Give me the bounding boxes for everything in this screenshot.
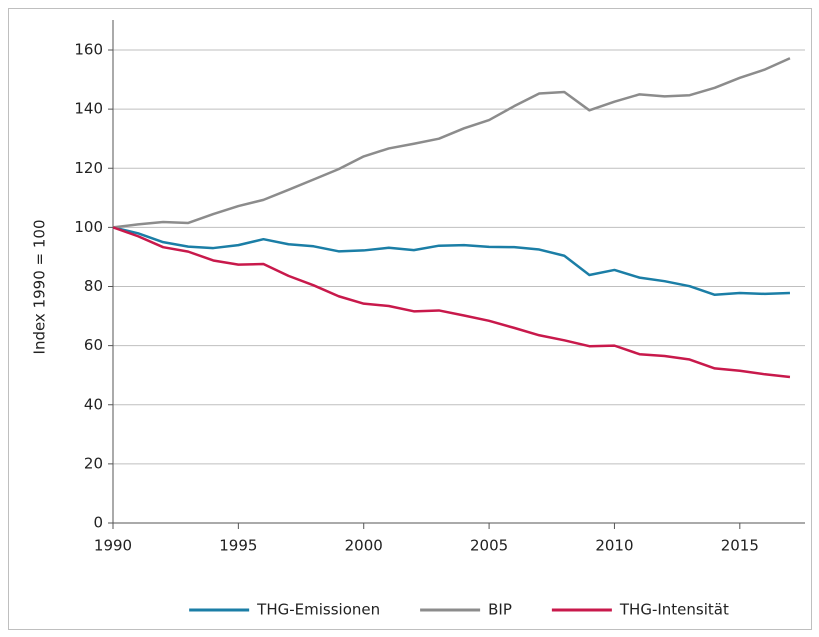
line-series [112,226,791,297]
y-axis-label: Index 1990 = 100 [31,220,49,355]
y-tick-label: 140 [74,100,103,118]
y-tick-label: 0 [93,514,103,532]
y-tick-label: 20 [84,454,103,472]
x-tick-label: 1995 [219,537,257,555]
line-series [112,57,791,229]
y-tick-label: 60 [84,336,103,354]
x-tick-label: 2015 [721,537,759,555]
line-series [112,226,791,379]
x-tick-label: 2000 [345,537,383,555]
legend-label: BIP [488,601,512,619]
legend-label: THG-Emissionen [256,601,380,619]
x-tick-label: 1990 [94,537,132,555]
y-tick-label: 160 [74,41,103,59]
y-tick-label: 100 [74,218,103,236]
y-tick-label: 120 [74,159,103,177]
x-tick-label: 2005 [470,537,508,555]
y-tick-label: 80 [84,277,103,295]
frame [8,8,812,630]
y-tick-label: 40 [84,395,103,413]
legend-label: THG-Intensität [619,601,729,619]
x-tick-label: 2010 [595,537,633,555]
